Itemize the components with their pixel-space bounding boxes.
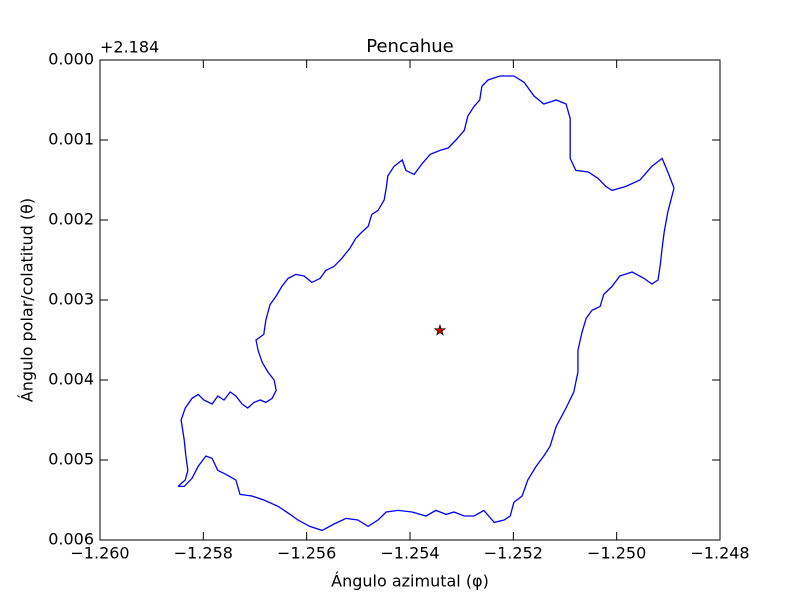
y-tick-label: 0.004 <box>48 370 94 389</box>
x-tick-label: −1.256 <box>277 544 336 563</box>
plot-frame <box>99 59 721 541</box>
y-axis-label: Ángulo polar/colatitud (θ) <box>18 198 37 402</box>
x-axis-label: Ángulo azimutal (φ) <box>331 572 489 591</box>
x-tick-label: −1.248 <box>690 544 749 563</box>
y-tick-label: 0.005 <box>48 450 94 469</box>
y-offset-label: +2.184 <box>100 38 159 57</box>
y-tick-label: 0.002 <box>48 210 94 229</box>
chart-title: Pencahue <box>366 36 454 57</box>
outline <box>177 75 675 532</box>
x-tick-label: −1.254 <box>380 544 439 563</box>
x-tick-label: −1.250 <box>587 544 646 563</box>
x-tick-label: −1.252 <box>484 544 543 563</box>
x-tick-label: −1.260 <box>70 544 129 563</box>
y-tick-label: 0.003 <box>48 290 94 309</box>
x-tick-label: −1.258 <box>174 544 233 563</box>
y-tick-label: 0.001 <box>48 130 94 149</box>
y-tick-label: 0.006 <box>48 530 94 549</box>
y-tick-label: 0.000 <box>48 50 94 69</box>
center-marker <box>433 323 447 336</box>
